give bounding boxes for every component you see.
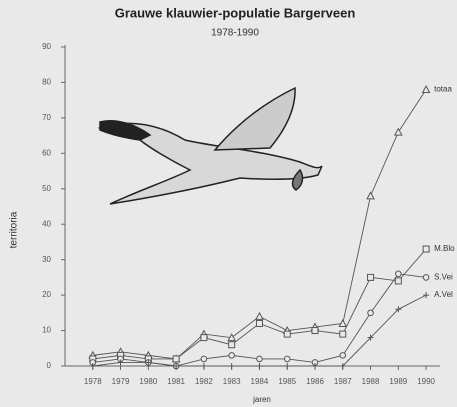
marker [395, 129, 402, 136]
x-tick-label: 1979 [112, 377, 130, 386]
chart-title: Grauwe klauwier-populatie Bargerveen [115, 5, 356, 20]
x-tick-label: 1984 [251, 377, 269, 386]
marker [256, 320, 262, 326]
x-tick-label: 1988 [362, 377, 380, 386]
marker [367, 192, 374, 199]
marker [284, 331, 290, 337]
x-tick-label: 1986 [306, 377, 324, 386]
legend-label: S.Vei [434, 272, 453, 281]
marker [368, 274, 374, 280]
marker [229, 353, 235, 359]
y-tick-label: 70 [42, 113, 51, 122]
y-tick-label: 20 [42, 290, 51, 299]
marker [229, 363, 235, 369]
x-tick-label: 1989 [389, 377, 407, 386]
y-tick-label: 10 [42, 326, 51, 335]
marker [173, 356, 179, 362]
y-tick-label: 90 [42, 42, 51, 51]
x-tick-label: 1981 [167, 377, 185, 386]
marker [423, 86, 430, 93]
marker [256, 363, 262, 369]
x-tick-label: 1985 [278, 377, 296, 386]
marker [256, 313, 263, 320]
x-tick-label: 1982 [195, 377, 213, 386]
x-tick-label: 1980 [139, 377, 157, 386]
y-tick-label: 60 [42, 148, 51, 157]
marker [395, 278, 401, 284]
y-tick-label: 40 [42, 219, 51, 228]
marker [396, 271, 402, 277]
marker [284, 363, 290, 369]
marker [229, 342, 235, 348]
y-tick-label: 0 [47, 361, 52, 370]
legend-label: A.Vel [434, 290, 453, 299]
x-tick-label: 1983 [223, 377, 241, 386]
y-axis-label: territoria [9, 211, 20, 248]
marker [201, 335, 207, 341]
chart-subtitle: 1978-1990 [211, 28, 259, 39]
legend-label: M.Blo [434, 244, 455, 253]
y-tick-label: 80 [42, 78, 51, 87]
y-tick-label: 50 [42, 184, 51, 193]
marker [340, 331, 346, 337]
x-tick-label: 1987 [334, 377, 352, 386]
marker [284, 356, 290, 362]
marker [339, 320, 346, 327]
x-tick-label: 1990 [417, 377, 435, 386]
x-tick-label: 1978 [84, 377, 102, 386]
marker [312, 328, 318, 334]
legend-label: totaa [434, 85, 452, 94]
bird-illustration [100, 88, 322, 204]
series-line [93, 274, 426, 366]
marker [423, 292, 429, 298]
x-axis-label: jaren [252, 395, 271, 404]
series-line [93, 249, 426, 359]
y-tick-label: 30 [42, 255, 51, 264]
marker [423, 246, 429, 252]
marker [368, 310, 374, 316]
chart: Grauwe klauwier-populatie Bargerveen 197… [0, 0, 457, 407]
marker [257, 356, 263, 362]
marker [340, 353, 346, 359]
marker [201, 363, 207, 369]
marker [201, 356, 207, 362]
marker [423, 275, 429, 281]
